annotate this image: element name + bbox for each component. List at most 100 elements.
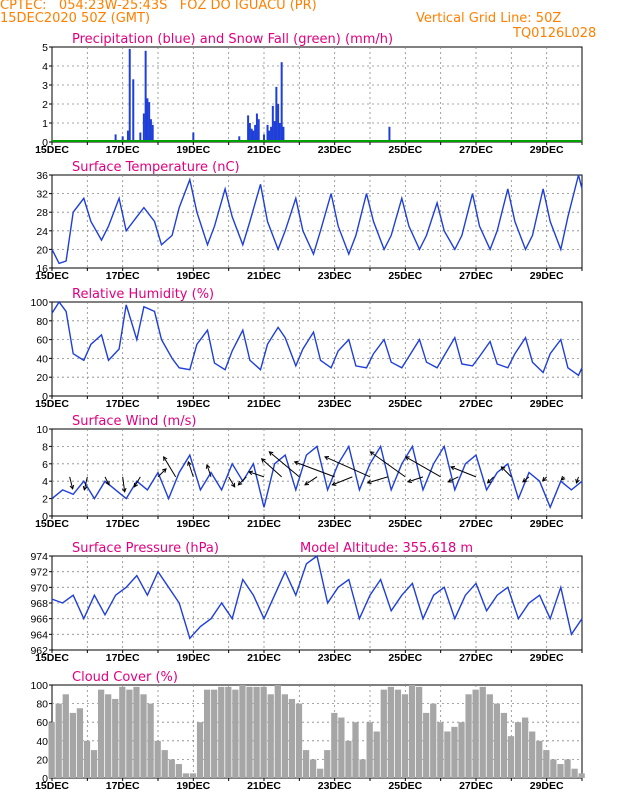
x-tick-label: 17DEC [106,398,140,410]
precip-bar [250,128,253,142]
wind-arrow [332,476,353,486]
wind-arrowhead [366,479,372,485]
cloud-bar [486,694,493,778]
wind-arrowhead [187,460,192,466]
cloud-bar [218,686,225,778]
y-tick-label: 40 [36,736,48,748]
wind-arrow [450,466,477,478]
y-tick-label: 28 [36,207,48,219]
x-tick-label: 19DEC [176,270,210,282]
wind-arrowhead [248,470,254,476]
precip-bar [254,124,257,142]
x-tick-label: 23DEC [318,398,352,410]
y-tick-label: 36 [36,170,48,182]
x-tick-label: 21DEC [247,270,281,282]
y-tick-label: 100 [30,680,48,692]
wind-arrowhead [82,485,88,491]
x-tick-label: 21DEC [247,780,281,792]
wind-arrow [324,456,371,478]
wind-arrow [237,476,247,486]
wind-arrowhead [560,475,566,481]
wind-arrow [367,476,388,484]
y-tick-label: 3 [42,80,48,92]
x-tick-label: 27DEC [459,398,493,410]
wind-arrow [248,471,265,478]
wind-arrowhead [205,463,211,469]
cloud-bar [48,722,55,778]
cloud-bar [380,689,387,778]
wind-arrow [405,456,441,478]
y-tick-label: 80 [36,316,48,328]
precip-bar [268,130,271,142]
wind-arrowhead [486,478,492,484]
cloud-bar [281,694,288,778]
cloud-bar [331,712,338,778]
cloud-bar [154,740,161,778]
cloud-bar [267,694,274,778]
y-tick-label: 972 [30,567,48,579]
wind-arrowhead [404,456,410,461]
y-tick-label: 20 [36,754,48,766]
cloud-bar [239,685,246,778]
wind-arrowhead [324,456,330,461]
wind-arrow [304,476,318,486]
precip-bar [263,134,265,142]
precip-bar [257,119,260,142]
precip-bar [271,105,274,142]
cloud-bar [423,712,430,778]
cloud-bar [543,750,550,778]
series-line [51,174,583,265]
cloud-bar [97,689,105,778]
wind-arrow [133,476,141,488]
panel-title: Cloud Cover (%) [72,670,178,685]
wind-arrowhead [522,477,528,483]
precip-bar [248,123,251,142]
cloud-bar [401,694,409,778]
x-tick-label: 29DEC [530,398,564,410]
wind-arrow [104,476,110,486]
precip-bar [282,126,285,142]
x-tick-label: 17DEC [106,144,140,156]
x-tick-label: 23DEC [318,780,352,792]
cloud-bar [444,731,451,778]
cloud-bar [373,731,380,778]
cloud-bar [55,703,62,778]
x-tick-label: 15DEC [35,398,69,410]
x-tick-label: 29DEC [530,518,564,530]
x-tick-label: 19DEC [176,780,210,792]
cloud-bar [394,689,402,778]
x-tick-label: 27DEC [459,652,493,664]
wind-arrow [370,451,406,478]
wind-arrowhead [133,482,139,488]
y-tick-label: 20 [36,372,48,384]
wind-arrow [83,476,88,490]
cloud-bar [76,708,84,778]
x-tick-label: 21DEC [247,144,281,156]
cloud-bar [274,685,281,778]
series-line [51,300,583,377]
header-date: 15DEC2020 50Z (GMT) [0,11,151,26]
cloud-bar [338,717,345,778]
precip-bar [247,115,250,142]
cloud-bar [295,703,303,778]
x-tick-label: 15DEC [35,652,69,664]
cloud-bar [472,689,479,778]
cloud-bar [196,722,204,778]
x-tick-label: 23DEC [318,144,352,156]
wind-arrowhead [163,455,168,461]
wind-arrowhead [162,468,167,473]
y-tick-label: 4 [42,476,48,488]
cloud-bar [161,750,168,778]
cloud-bar [211,689,218,778]
x-tick-label: 19DEC [176,398,210,410]
x-tick-label: 25DEC [388,780,422,792]
wind-arrowhead [369,451,375,456]
series-line [51,444,583,510]
cloud-bar [302,750,310,778]
wind-arrowhead [500,466,506,471]
cloud-bar [83,740,91,778]
y-tick-label: 100 [30,297,48,309]
wind-arrowhead [69,484,75,490]
cloud-bar [105,694,112,778]
x-tick-label: 29DEC [530,144,564,156]
